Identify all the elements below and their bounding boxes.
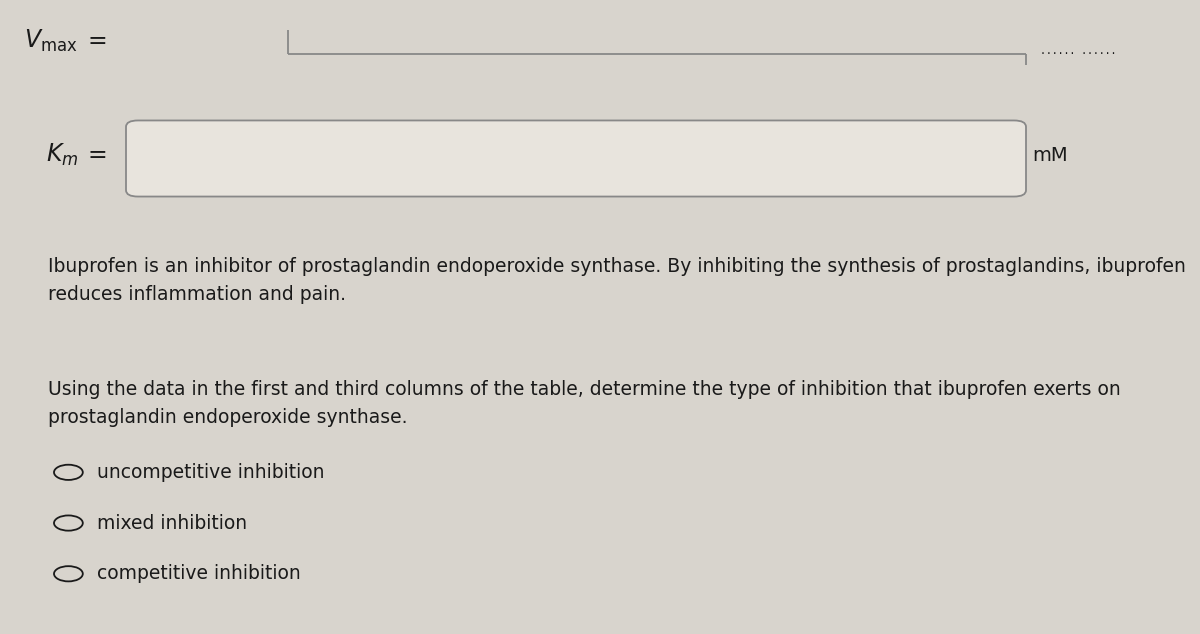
Text: $K_m$: $K_m$ <box>46 142 78 169</box>
Text: competitive inhibition: competitive inhibition <box>97 564 301 583</box>
FancyBboxPatch shape <box>126 120 1026 197</box>
Text: Using the data in the first and third columns of the table, determine the type o: Using the data in the first and third co… <box>48 380 1121 427</box>
Text: Ibuprofen is an inhibitor of prostaglandin endoperoxide synthase. By inhibiting : Ibuprofen is an inhibitor of prostagland… <box>48 257 1186 304</box>
Text: uncompetitive inhibition: uncompetitive inhibition <box>97 463 325 482</box>
Text: =: = <box>88 29 107 53</box>
Text: ...... ......: ...... ...... <box>1040 46 1117 56</box>
Text: $V_\mathrm{max}$: $V_\mathrm{max}$ <box>24 28 78 55</box>
Text: mixed inhibition: mixed inhibition <box>97 514 247 533</box>
Text: =: = <box>88 143 107 167</box>
Text: mM: mM <box>1032 146 1068 165</box>
